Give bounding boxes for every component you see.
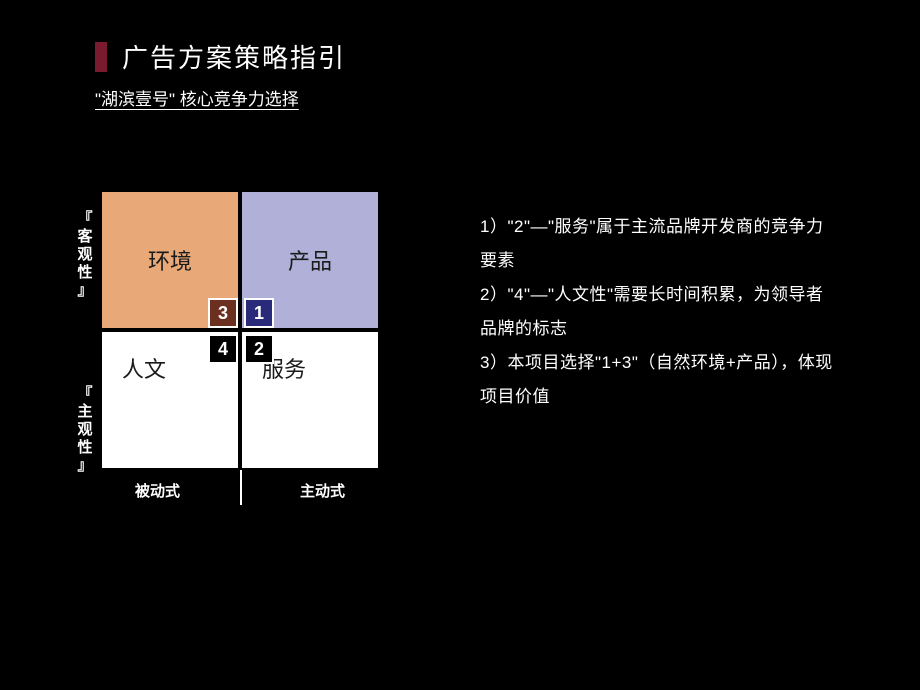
badge-2: 2: [244, 334, 274, 364]
badge-4-text: 4: [218, 339, 228, 360]
x-axis-label-right: 主动式: [300, 480, 345, 501]
content-area: 『客观性』 『主观性』 环境 产品 人文 服务 3 1 4 2 被动式: [0, 190, 920, 530]
badge-1-text: 1: [254, 303, 264, 324]
badge-3-text: 3: [218, 303, 228, 324]
badge-3: 3: [208, 298, 238, 328]
y-axis-top-text: 『客观性』: [75, 210, 95, 300]
badge-1: 1: [244, 298, 274, 328]
title-row: 广告方案策略指引: [95, 38, 920, 75]
y-axis-bottom-text: 『主观性』: [75, 385, 95, 475]
y-axis-label-bottom: 『主观性』: [75, 385, 95, 475]
quad-tl-label: 环境: [148, 244, 192, 276]
y-axis-label-top: 『客观性』: [75, 210, 95, 300]
quad-tr-label: 产品: [288, 244, 332, 276]
main-title: 广告方案策略指引: [122, 38, 346, 75]
subtitle: "湖滨壹号" 核心竞争力选择: [95, 85, 920, 110]
note-3: 3）本项目选择"1+3"（自然环境+产品），体现项目价值: [480, 346, 840, 414]
quad-bl-label: 人文: [122, 352, 166, 384]
note-1: 1）"2"—"服务"属于主流品牌开发商的竞争力要素: [480, 210, 840, 278]
badge-4: 4: [208, 334, 238, 364]
badge-2-text: 2: [254, 339, 264, 360]
slide-header: 广告方案策略指引 "湖滨壹号" 核心竞争力选择: [0, 0, 920, 110]
title-accent-bar: [95, 42, 107, 72]
x-axis-label-left: 被动式: [135, 480, 180, 501]
note-2: 2）"4"—"人文性"需要长时间积累，为领导者品牌的标志: [480, 278, 840, 346]
notes-panel: 1）"2"—"服务"属于主流品牌开发商的竞争力要素 2）"4"—"人文性"需要长…: [480, 210, 840, 530]
x-axis-tick: [240, 470, 242, 505]
matrix-diagram: 『客观性』 『主观性』 环境 产品 人文 服务 3 1 4 2 被动式: [100, 190, 440, 530]
